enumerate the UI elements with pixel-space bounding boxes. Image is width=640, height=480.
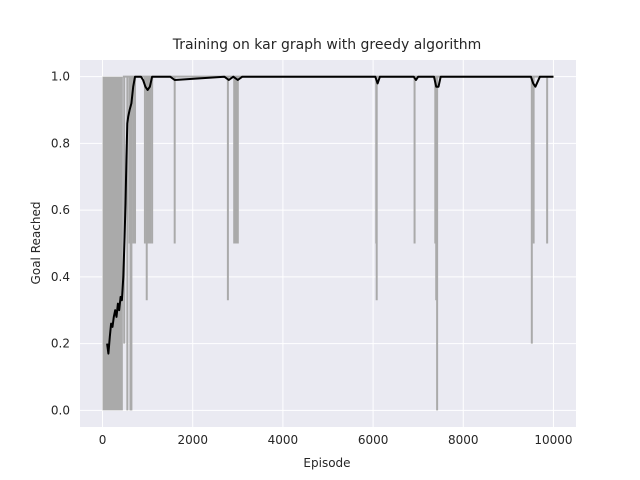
x-axis-ticks: 0 2000 4000 6000 8000 10000 bbox=[99, 433, 573, 447]
y-tick-label: 0.2 bbox=[51, 337, 70, 351]
chart-title: Training on kar graph with greedy algori… bbox=[172, 37, 482, 53]
y-axis-ticks: 0.0 0.2 0.4 0.6 0.8 1.0 bbox=[51, 70, 70, 418]
raw-dense-band bbox=[102, 76, 123, 411]
y-tick-label: 1.0 bbox=[51, 70, 70, 84]
y-tick-label: 0.8 bbox=[51, 136, 70, 150]
plot-background bbox=[80, 60, 576, 427]
x-tick-label: 2000 bbox=[177, 433, 208, 447]
x-tick-label: 8000 bbox=[448, 433, 479, 447]
x-tick-label: 4000 bbox=[268, 433, 299, 447]
smoothed-series bbox=[106, 75, 554, 355]
y-tick-label: 0.0 bbox=[51, 403, 70, 417]
raw-series bbox=[102, 75, 554, 411]
y-tick-label: 0.6 bbox=[51, 203, 70, 217]
x-tick-label: 0 bbox=[99, 433, 107, 447]
y-axis-label: Goal Reached bbox=[29, 202, 43, 285]
y-tick-label: 0.4 bbox=[51, 270, 70, 284]
x-tick-label: 6000 bbox=[358, 433, 389, 447]
x-tick-label: 10000 bbox=[534, 433, 572, 447]
x-axis-label: Episode bbox=[303, 456, 350, 470]
smoothed-line bbox=[106, 75, 554, 355]
